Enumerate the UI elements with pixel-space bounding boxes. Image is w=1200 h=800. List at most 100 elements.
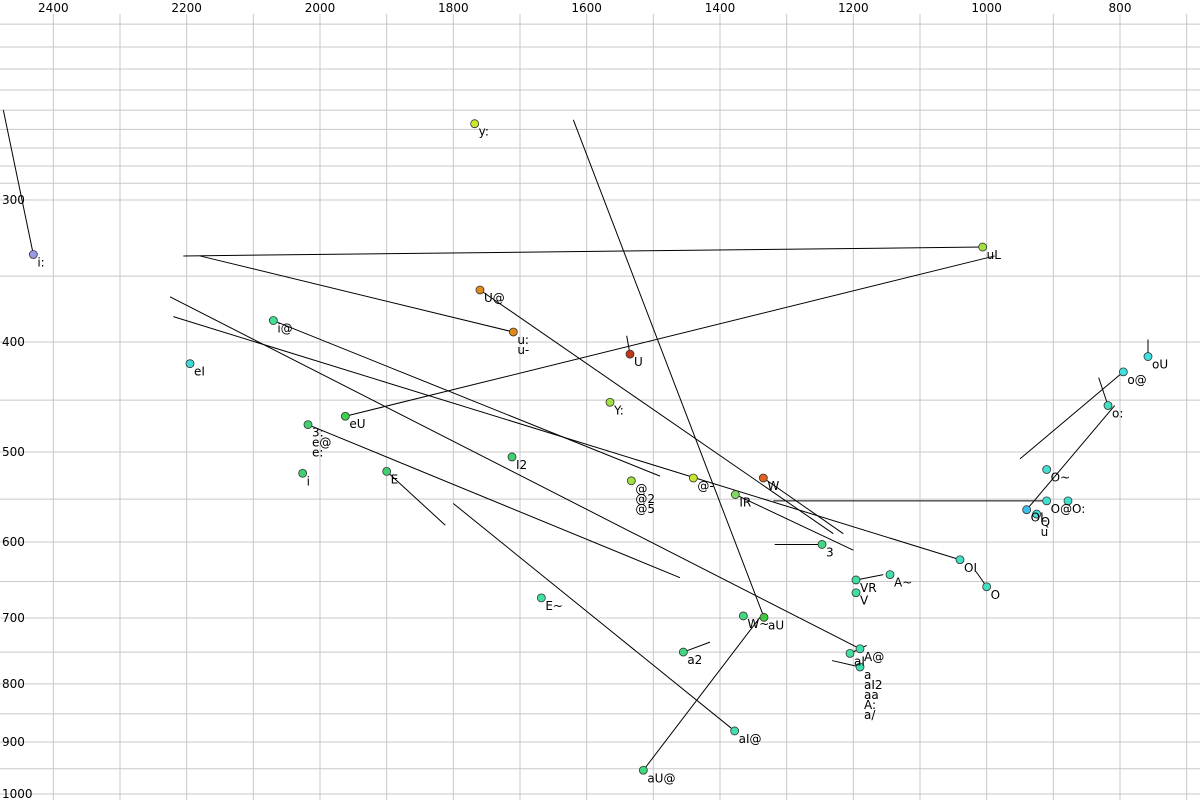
point-label: A: — [864, 698, 876, 712]
point-label: OI — [964, 561, 977, 575]
point-O~ — [1042, 465, 1052, 474]
point-label: A@ — [864, 650, 884, 664]
x-tick-label: 1000 — [971, 1, 1002, 15]
trajectory-E — [386, 471, 446, 526]
point-Q — [1032, 509, 1042, 519]
point-label: o@ — [1127, 373, 1146, 387]
point-W — [758, 473, 768, 483]
point-i@ — [268, 316, 278, 325]
point-label: i: — [37, 255, 44, 269]
point-label: A~ — [894, 576, 912, 590]
trajectory-VR — [855, 574, 884, 581]
point-label: y: — [479, 125, 489, 139]
point-label: 3: — [312, 426, 324, 440]
y-tick-label: 900 — [2, 735, 25, 749]
point-eU — [340, 411, 350, 421]
trajectory-o: — [1098, 377, 1109, 406]
point-label: i — [307, 474, 310, 488]
point-o@ — [1118, 367, 1128, 377]
trajectory-OL — [1026, 405, 1116, 511]
point-O — [982, 582, 992, 592]
point-label: W — [767, 479, 779, 493]
x-tick-label: 1800 — [438, 1, 469, 15]
point-label: o: — [1112, 407, 1123, 421]
trajectory-i@ — [273, 320, 661, 477]
x-tick-label: 2400 — [38, 1, 69, 15]
point-3: — [303, 420, 313, 430]
trajectory-A@ — [169, 296, 861, 650]
point-W~ — [738, 611, 748, 621]
point-label: aI — [854, 654, 865, 668]
point-OI — [955, 555, 965, 565]
point-OL — [1022, 505, 1032, 515]
point-label: i@ — [277, 322, 292, 336]
x-tick-label: 2000 — [305, 1, 336, 15]
point-label: e@ — [312, 436, 331, 450]
point-label: Q — [1041, 515, 1050, 529]
y-tick-label: 600 — [2, 535, 25, 549]
x-tick-label: 1400 — [705, 1, 736, 15]
trajectory-aU — [572, 119, 765, 618]
point-label: O — [991, 588, 1000, 602]
point-E — [382, 466, 392, 476]
point-label: 3 — [826, 545, 834, 559]
trajectory-a2 — [683, 641, 711, 653]
point-VR — [851, 575, 861, 585]
x-tick-label: 800 — [1109, 1, 1132, 15]
trajectory-u: — [199, 255, 514, 333]
point-label: aa — [864, 688, 879, 702]
point-E~ — [536, 593, 546, 603]
point-label: aU@ — [647, 771, 675, 785]
point-U@ — [475, 285, 485, 295]
point-oU — [1143, 352, 1153, 361]
x-tick-label: 2200 — [171, 1, 202, 15]
point-label: OL — [1031, 511, 1047, 525]
y-tick-label: 400 — [2, 335, 25, 349]
point-@- — [688, 473, 698, 483]
point-aI@ — [730, 726, 740, 736]
point-a — [855, 662, 865, 672]
y-tick-label: 700 — [2, 611, 25, 625]
point-label: u- — [517, 343, 529, 357]
point-label: aI@ — [739, 732, 762, 746]
point-label: U@ — [484, 291, 505, 305]
point-a2 — [678, 647, 688, 657]
point-label: a2 — [687, 653, 702, 667]
trajectory-i: — [2, 109, 34, 255]
point-o: — [1103, 401, 1113, 410]
trajectory-W — [763, 477, 844, 535]
point-label: u — [1041, 525, 1049, 539]
axis-ticks: 2400 2200 2000 1800 1600 1400 1200 1000 800 300 40… — [2, 1, 1131, 800]
point-label: O~ — [1051, 470, 1071, 484]
point-label: aU — [768, 618, 784, 632]
data-points — [28, 119, 1153, 775]
point-label: @ — [635, 482, 647, 496]
point-uL — [978, 242, 988, 252]
point-label: U — [634, 355, 643, 369]
grid — [0, 14, 1200, 800]
x-tick-label: 1200 — [838, 1, 869, 15]
point-label: I2 — [516, 458, 527, 472]
point-label: E~ — [545, 599, 563, 613]
point-label: Y: — [613, 403, 624, 417]
trajectory-OI — [173, 316, 961, 561]
point-label: oU — [1152, 358, 1168, 372]
point-u: — [508, 327, 518, 337]
point-V — [851, 588, 861, 598]
trajectory-aU@ — [642, 617, 761, 771]
y-tick-label: 800 — [2, 677, 25, 691]
trajectory-3: — [307, 424, 681, 579]
y-tick-label: 300 — [2, 193, 25, 207]
point-A@ — [855, 644, 865, 654]
point-O: — [1063, 496, 1073, 506]
trajectory-IR — [735, 494, 854, 551]
point-label: E — [391, 472, 399, 486]
point-label: IR — [739, 496, 751, 510]
point-label: u: — [517, 333, 529, 347]
point-3 — [817, 540, 827, 549]
point-aI — [845, 648, 855, 658]
point-label: @5 — [635, 502, 655, 516]
point-I2 — [507, 452, 517, 462]
point-eI — [185, 359, 195, 369]
